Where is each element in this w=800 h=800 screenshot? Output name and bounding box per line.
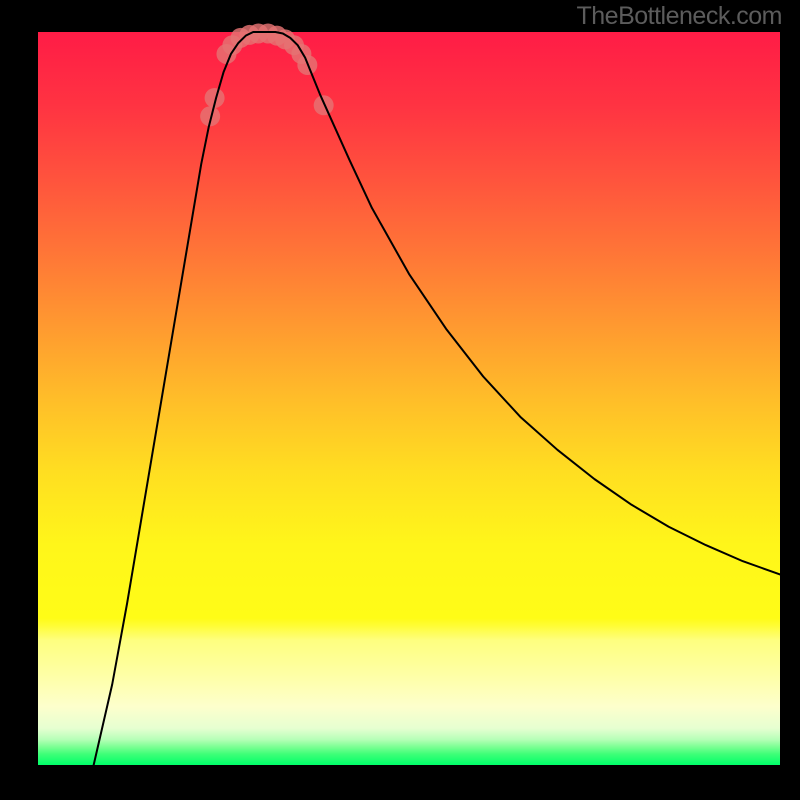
attribution-label: TheBottleneck.com [577,2,783,31]
bottleneck-chart [0,0,800,800]
chart-canvas: TheBottleneck.com [0,0,800,800]
chart-background [38,32,780,765]
curve-marker [314,95,334,115]
